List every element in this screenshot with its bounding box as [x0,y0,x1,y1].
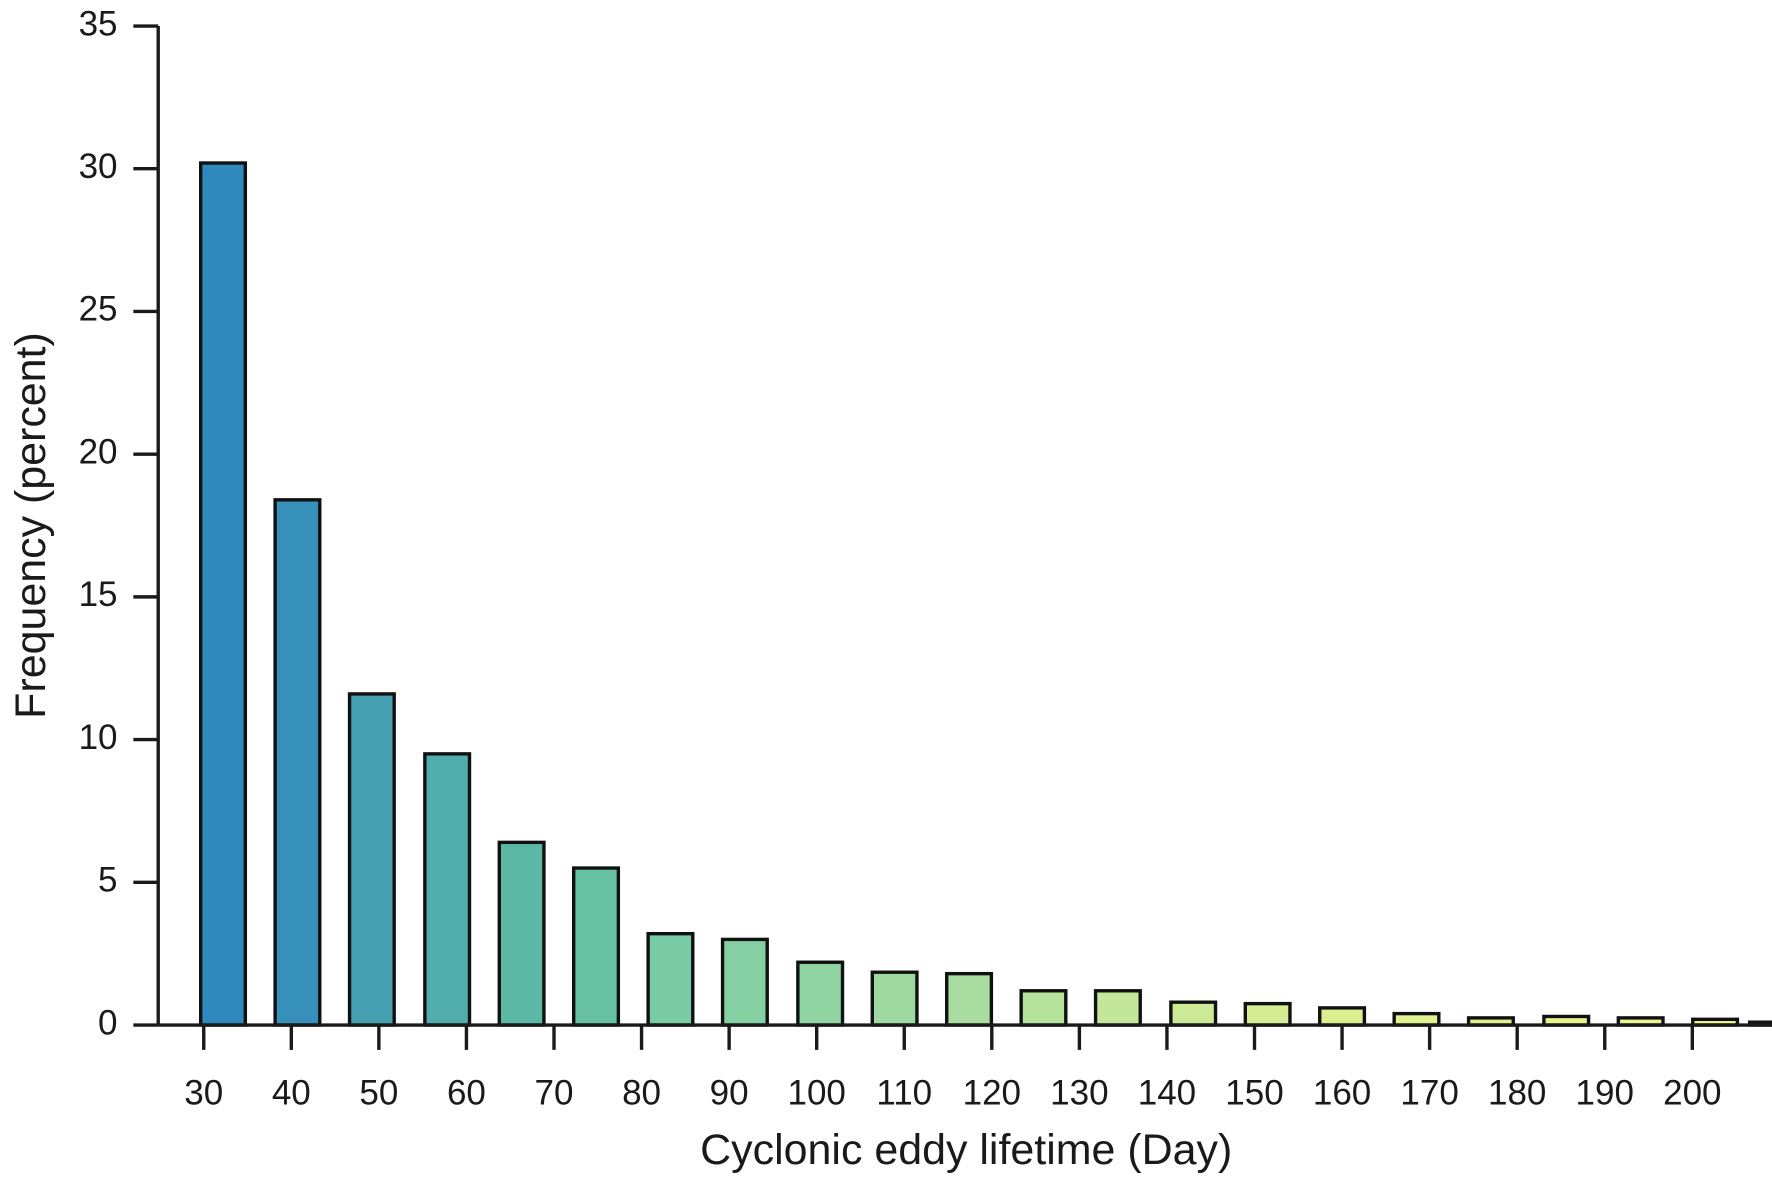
bar [1019,989,1068,1027]
bar [273,498,322,1027]
y-tick-label: 20 [79,432,118,471]
x-tick-label: 140 [1138,1073,1196,1112]
x-tick-label: 200 [1663,1073,1721,1112]
bar [198,161,248,1027]
bar [1169,1000,1218,1027]
x-tick-label: 120 [963,1073,1021,1112]
bar [423,752,472,1027]
bar [720,937,769,1027]
x-tick-label: 100 [787,1073,845,1112]
y-tick-label: 35 [79,4,118,43]
x-tick-label: 50 [359,1073,398,1112]
y-tick-label: 30 [79,147,118,186]
bar [1392,1011,1441,1027]
x-tick-label: 40 [272,1073,311,1112]
y-tick-label: 25 [79,290,118,329]
y-tick-label: 5 [98,861,117,900]
y-axis-label: Frequency (percent) [7,332,55,719]
x-tick-label: 80 [622,1073,661,1112]
bar [870,970,919,1027]
x-tick-label: 30 [184,1073,223,1112]
x-tick-label: 170 [1400,1073,1458,1112]
x-tick-label: 70 [535,1073,574,1112]
bars [198,161,1772,1027]
bar [646,931,695,1027]
x-tick-label: 90 [710,1073,749,1112]
x-tick-label: 110 [876,1073,932,1112]
x-axis-label: Cyclonic eddy lifetime (Day) [700,1126,1232,1174]
x-tick-label: 130 [1050,1073,1108,1112]
bar [945,971,994,1027]
bar [572,866,621,1027]
y-tick-label: 0 [98,1003,117,1042]
bar [497,840,546,1027]
x-tick-label: 190 [1576,1073,1634,1112]
bar [796,960,845,1027]
bar [1093,989,1142,1027]
x-tick-label: 160 [1313,1073,1371,1112]
bar [1318,1006,1367,1027]
y-tick-label: 15 [79,575,118,614]
bar [347,692,396,1027]
x-tick-label: 180 [1488,1073,1546,1112]
y-tick-label: 10 [79,718,118,757]
bar [1243,1001,1292,1027]
x-tick-label: 60 [447,1073,486,1112]
x-tick-label: 150 [1225,1073,1283,1112]
